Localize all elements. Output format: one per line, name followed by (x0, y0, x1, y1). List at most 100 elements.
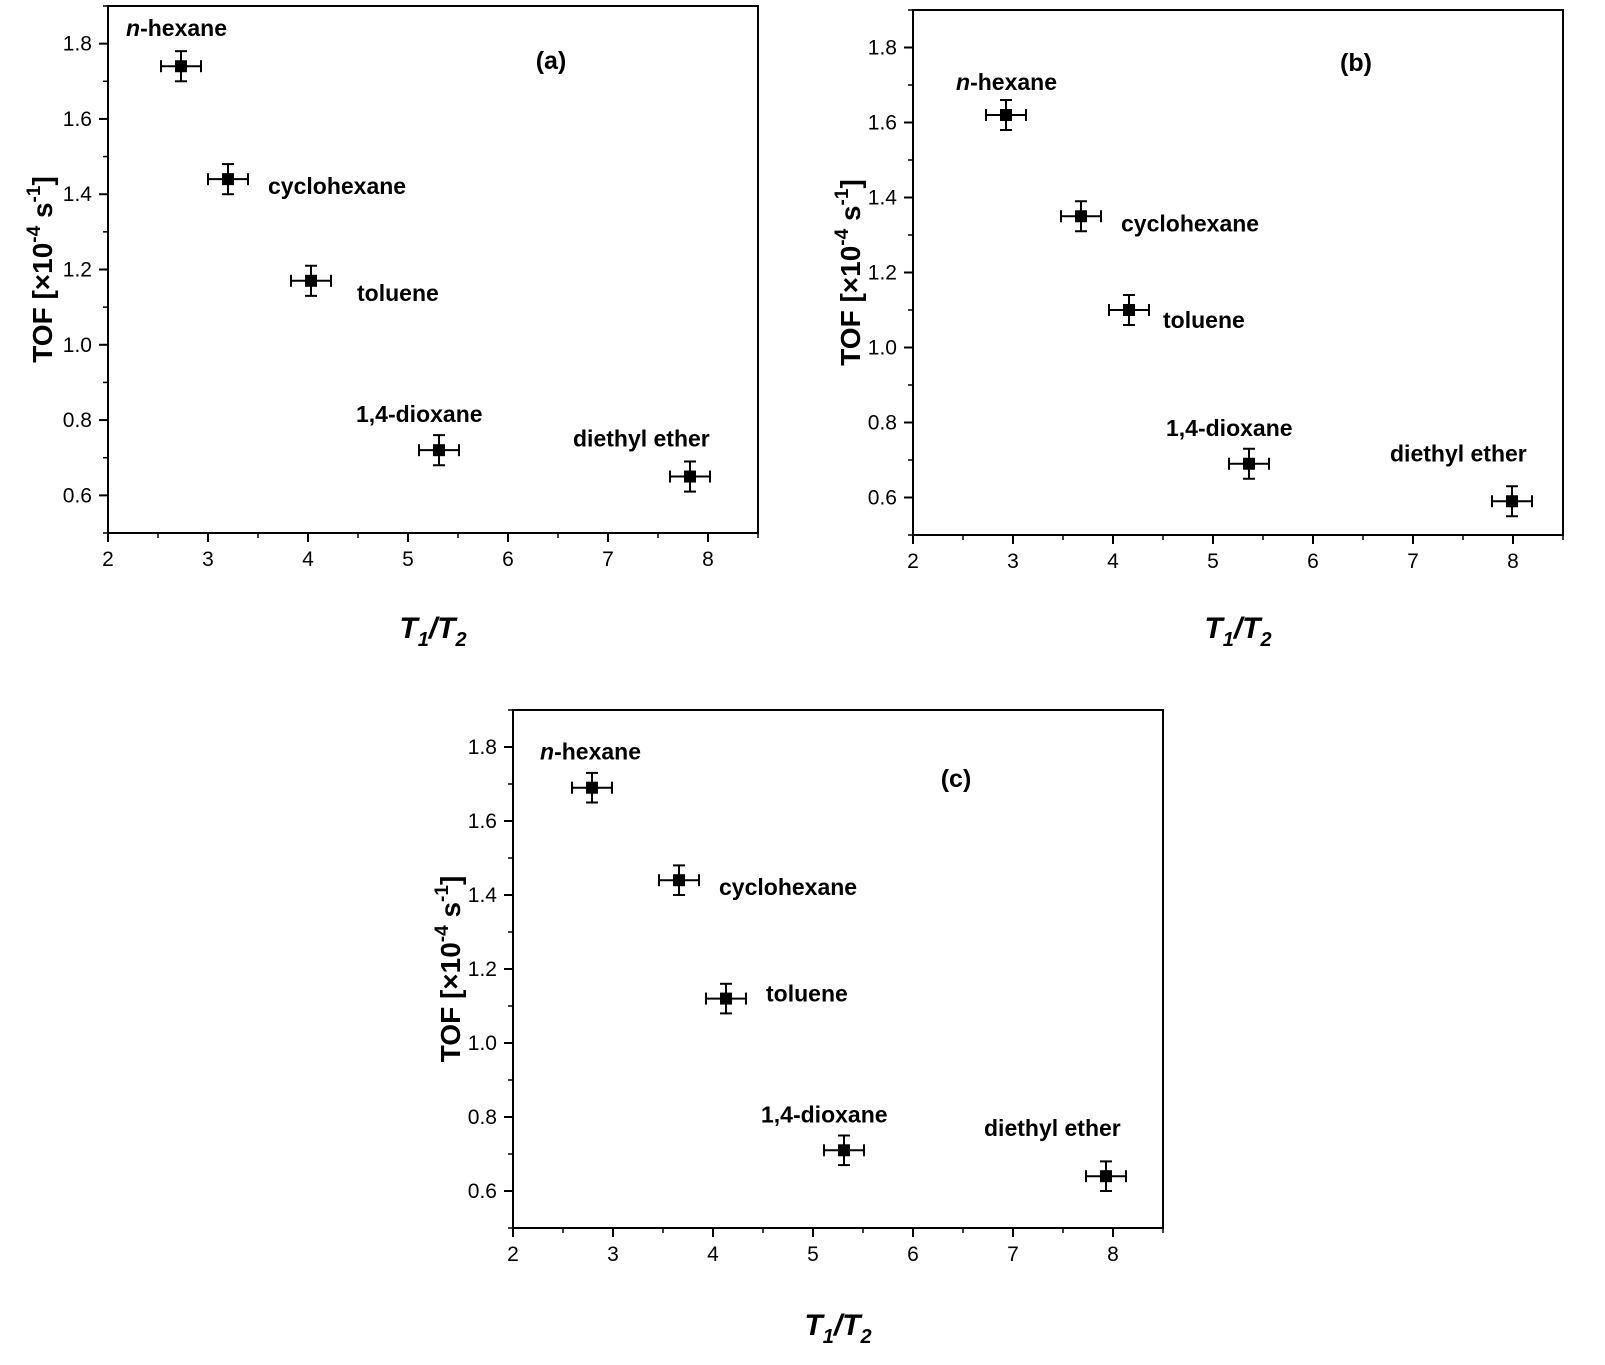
panel-label: (c) (941, 765, 972, 793)
y-tick-label: 1.0 (63, 334, 92, 357)
square-marker (305, 274, 317, 287)
data-point: cyclohexane (1060, 200, 1259, 236)
y-tick-label: 1.2 (468, 958, 497, 981)
y-tick-label: 0.6 (868, 487, 897, 510)
x-tick-label: 7 (1007, 1243, 1019, 1266)
point-label: n-hexane (126, 15, 227, 41)
x-tick-label: 5 (807, 1243, 819, 1266)
point-label: 1,4-dioxane (1166, 415, 1293, 441)
x-tick-label: 7 (1407, 550, 1419, 573)
x-tick-label: 6 (907, 1243, 919, 1266)
data-point: toluene (705, 981, 848, 1015)
x-tick-label: 2 (102, 548, 114, 571)
data-point: cyclohexane (207, 163, 406, 199)
y-tick-label: 1.6 (63, 108, 92, 131)
data-point: diethyl ether (1390, 440, 1533, 518)
square-marker (1243, 457, 1255, 470)
y-tick-label: 1.0 (868, 337, 897, 360)
x-tick-label: 2 (907, 550, 919, 573)
y-axis-title: TOF [×10-4 s-1] (832, 179, 866, 366)
point-label: toluene (357, 280, 439, 306)
square-marker (1100, 1170, 1112, 1183)
x-axis-title: T1/T2 (1204, 612, 1271, 651)
point-label: toluene (1163, 307, 1245, 333)
data-point: toluene (1108, 294, 1245, 333)
square-marker (1506, 495, 1518, 508)
data-point: 1,4-dioxane (1166, 415, 1293, 480)
data-point: toluene (290, 264, 439, 306)
y-tick-label: 1.0 (468, 1032, 497, 1055)
y-tick-label: 1.2 (868, 262, 897, 285)
square-marker (586, 781, 598, 794)
square-marker (1123, 304, 1135, 316)
y-tick-label: 1.8 (868, 37, 897, 60)
y-tick-label: 1.4 (868, 187, 898, 210)
y-tick-label: 1.6 (868, 112, 897, 135)
data-point: 1,4-dioxane (761, 1101, 888, 1167)
x-tick-label: 8 (702, 548, 714, 571)
x-tick-label: 3 (1007, 550, 1019, 573)
y-tick-label: 0.8 (63, 409, 92, 432)
x-tick-label: 3 (202, 548, 214, 571)
x-tick-label: 7 (602, 548, 614, 571)
point-label: cyclohexane (719, 874, 857, 900)
x-tick-label: 8 (1507, 550, 1519, 573)
y-tick-label: 1.4 (468, 884, 498, 907)
y-tick-label: 1.6 (468, 810, 497, 833)
chart-panel-1: 2 3 4 5 6 7 8 0.6 0.8 1.0 1.2 1.4 1.6 1.8 T1/T2 TOF [×1… (24, 5, 759, 651)
y-tick-label: 0.6 (63, 484, 92, 507)
point-label: n-hexane (540, 739, 641, 765)
y-tick-label: 1.8 (63, 33, 92, 56)
data-point: diethyl ether (984, 1115, 1127, 1192)
y-tick-label: 0.8 (868, 412, 897, 435)
square-marker (1000, 109, 1012, 121)
square-marker (684, 470, 696, 483)
point-label: n-hexane (956, 69, 1057, 95)
square-marker (673, 874, 685, 887)
chart-panel-3: 2 3 4 5 6 7 8 0.6 0.8 1.0 1.2 1.4 1.6 1.8 T1/T2 TOF [×1… (432, 709, 1164, 1348)
panel-label: (b) (1340, 49, 1372, 77)
x-tick-label: 6 (502, 548, 514, 571)
data-point: cyclohexane (658, 864, 857, 900)
square-marker (222, 173, 234, 186)
y-tick-label: 1.2 (63, 259, 92, 282)
square-marker (838, 1144, 850, 1157)
x-tick-label: 6 (1307, 550, 1319, 573)
x-tick-label: 5 (402, 548, 414, 571)
square-marker (433, 444, 445, 457)
y-tick-label: 0.6 (468, 1180, 497, 1203)
data-point: n-hexane (956, 69, 1057, 131)
x-tick-label: 4 (302, 548, 314, 571)
point-label: diethyl ether (573, 426, 710, 452)
point-label: diethyl ether (984, 1115, 1121, 1141)
y-axis-title: TOF [×10-4 s-1] (432, 876, 466, 1063)
square-marker (175, 60, 187, 73)
point-label: 1,4-dioxane (761, 1101, 888, 1127)
x-tick-label: 8 (1107, 1243, 1119, 1266)
y-tick-label: 1.8 (468, 736, 497, 759)
data-point: n-hexane (540, 739, 641, 804)
point-label: toluene (766, 981, 848, 1007)
point-label: cyclohexane (1121, 210, 1259, 236)
point-label: cyclohexane (268, 173, 406, 199)
y-axis-title: TOF [×10-4 s-1] (24, 176, 58, 363)
panel-label: (a) (536, 47, 567, 75)
y-tick-label: 0.8 (468, 1106, 497, 1129)
point-label: 1,4-dioxane (356, 401, 483, 427)
x-tick-label: 2 (507, 1243, 519, 1266)
square-marker (1075, 210, 1087, 223)
data-point: n-hexane (126, 15, 227, 83)
y-tick-label: 1.4 (63, 183, 93, 206)
x-tick-label: 3 (607, 1243, 619, 1266)
x-axis-title: T1/T2 (804, 1309, 871, 1348)
x-tick-label: 5 (1207, 550, 1219, 573)
x-tick-label: 4 (707, 1243, 719, 1266)
point-label: diethyl ether (1390, 440, 1527, 466)
chart-panel-2: 2 3 4 5 6 7 8 0.6 0.8 1.0 1.2 1.4 1.6 1.8 T1/T2 TOF [×1… (832, 9, 1564, 651)
square-marker (720, 992, 732, 1005)
x-axis-title: T1/T2 (399, 612, 466, 651)
data-point: 1,4-dioxane (356, 401, 483, 467)
data-point: diethyl ether (573, 426, 711, 493)
x-tick-label: 4 (1107, 550, 1119, 573)
